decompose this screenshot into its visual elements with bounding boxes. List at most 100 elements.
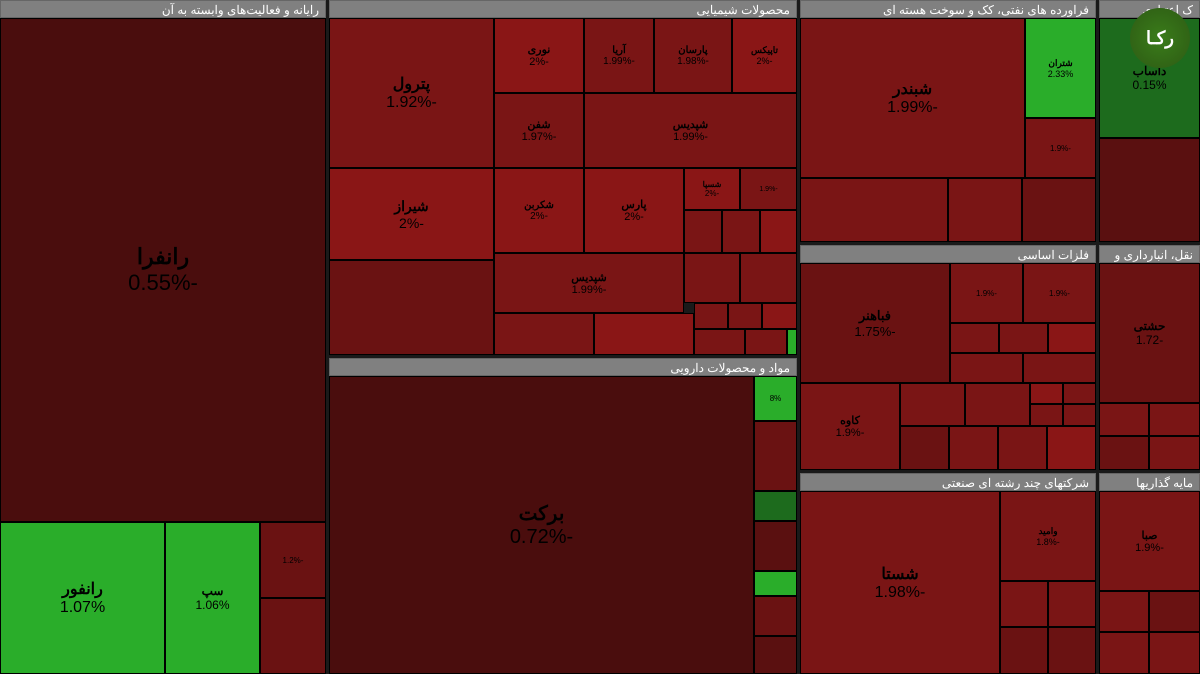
treemap-tile[interactable]	[1099, 403, 1149, 436]
treemap-tile[interactable]: -1.9%	[740, 168, 797, 210]
treemap-tile[interactable]: شفن-1.97%	[494, 93, 584, 168]
treemap-tile[interactable]: پارس-2%	[584, 168, 684, 253]
treemap-tile[interactable]	[950, 353, 1023, 383]
treemap-tile[interactable]	[1063, 404, 1096, 426]
treemap-tile[interactable]	[684, 210, 722, 253]
treemap-tile[interactable]: کاوه-1.9%	[800, 383, 900, 470]
treemap-tile[interactable]	[1149, 632, 1200, 674]
treemap-tile[interactable]: حشتی-1.72	[1099, 263, 1200, 403]
treemap-tile[interactable]: -1.2%	[260, 522, 326, 598]
treemap-tile[interactable]: شپدیس-1.99%	[584, 93, 797, 168]
treemap-tile[interactable]: شبندر-1.99%	[800, 18, 1025, 178]
treemap-tile[interactable]: صبا-1.9%	[1099, 491, 1200, 591]
treemap-tile[interactable]	[329, 260, 494, 355]
treemap-tile[interactable]	[787, 329, 797, 355]
treemap-tile[interactable]	[494, 313, 594, 355]
treemap-tile[interactable]	[998, 426, 1047, 470]
tile-name: شفن	[527, 118, 550, 131]
treemap-tile[interactable]	[754, 421, 797, 491]
treemap-tile[interactable]	[754, 521, 797, 571]
tile-name: رانفرا	[137, 244, 189, 270]
treemap-tile[interactable]	[1099, 591, 1149, 632]
treemap-tile[interactable]	[754, 596, 797, 636]
treemap-tile[interactable]: شیراز-2%	[329, 168, 494, 260]
treemap-tile[interactable]: نوری-2%	[494, 18, 584, 93]
treemap-tile[interactable]	[999, 323, 1048, 353]
treemap-tile[interactable]: رانفرا-0.55%	[0, 18, 326, 522]
sector-header: رایانه و فعالیت‌های وابسته به آن	[0, 0, 326, 18]
treemap-tile[interactable]	[1000, 627, 1048, 674]
treemap-tile[interactable]	[594, 313, 694, 355]
treemap-tile[interactable]: پترول-1.92%	[329, 18, 494, 168]
sector-body: شستا-1.98%وامید-1.8%	[800, 491, 1096, 674]
treemap-tile[interactable]: -1.9%	[1025, 118, 1096, 178]
treemap-tile[interactable]	[1023, 353, 1096, 383]
treemap-tile[interactable]: شپدیس-1.99%	[494, 253, 684, 313]
sector-header: فلزات اساسی	[800, 245, 1096, 263]
treemap-tile[interactable]	[1048, 627, 1096, 674]
treemap-tile[interactable]	[965, 383, 1030, 426]
treemap-tile[interactable]: شتران2.33%	[1025, 18, 1096, 118]
treemap-tile[interactable]	[694, 303, 728, 329]
treemap-tile[interactable]: رانفور1.07%	[0, 522, 165, 674]
treemap-tile[interactable]: پارسان-1.98%	[654, 18, 732, 93]
treemap-tile[interactable]	[728, 303, 762, 329]
sector-header: مایه گذاریها	[1099, 473, 1200, 491]
treemap-tile[interactable]	[1047, 426, 1096, 470]
tile-percent: -1.75%	[854, 324, 895, 339]
tile-percent: -1.8%	[1036, 537, 1060, 547]
treemap-tile[interactable]	[950, 323, 999, 353]
tile-name: فباهنر	[859, 308, 891, 324]
treemap-tile[interactable]	[1030, 383, 1063, 404]
treemap-tile[interactable]	[762, 303, 797, 329]
treemap-tile[interactable]: آریا-1.99%	[584, 18, 654, 93]
treemap-tile[interactable]	[900, 383, 965, 426]
treemap-tile[interactable]	[754, 571, 797, 596]
tile-name: شتران	[1048, 58, 1072, 69]
sector-body: پترول-1.92%نوری-2%آریا-1.99%پارسان-1.98%…	[329, 18, 797, 355]
treemap-tile[interactable]	[1063, 383, 1096, 404]
treemap-tile[interactable]: سپ1.06%	[165, 522, 260, 674]
treemap-tile[interactable]	[760, 210, 797, 253]
treemap-tile[interactable]	[1022, 178, 1096, 242]
treemap-tile[interactable]	[1149, 436, 1200, 470]
treemap-tile[interactable]	[754, 491, 797, 521]
treemap-tile[interactable]	[694, 329, 745, 355]
tile-percent: -1.9%	[759, 186, 777, 193]
treemap-tile[interactable]: فباهنر-1.75%	[800, 263, 950, 383]
treemap-tile[interactable]: برکت-0.72%	[329, 376, 754, 674]
treemap-tile[interactable]: شسپا-2%	[684, 168, 740, 210]
treemap-tile[interactable]	[949, 426, 998, 470]
treemap-tile[interactable]	[1030, 404, 1063, 426]
treemap-tile[interactable]: شکربن-2%	[494, 168, 584, 253]
treemap-tile[interactable]	[1149, 591, 1200, 632]
treemap-tile[interactable]	[1000, 581, 1048, 627]
sector: محصولات شیمیاییپترول-1.92%نوری-2%آریا-1.…	[329, 0, 797, 355]
treemap-tile[interactable]	[745, 329, 787, 355]
treemap-tile[interactable]	[948, 178, 1022, 242]
tile-percent: -1.9%	[1135, 542, 1164, 554]
tile-percent: -1.98%	[875, 584, 926, 602]
treemap-tile[interactable]	[1048, 581, 1096, 627]
tile-percent: -1.97%	[522, 131, 557, 143]
treemap-tile[interactable]	[740, 253, 797, 303]
treemap-tile[interactable]: تاپیکس-2%	[732, 18, 797, 93]
treemap-tile[interactable]	[684, 253, 740, 303]
treemap-tile[interactable]	[722, 210, 760, 253]
treemap-tile[interactable]	[1099, 138, 1200, 242]
treemap-tile[interactable]: شستا-1.98%	[800, 491, 1000, 674]
treemap-tile[interactable]: 8%	[754, 376, 797, 421]
treemap-tile[interactable]	[1048, 323, 1096, 353]
sector-body: رانفرا-0.55%رانفور1.07%سپ1.06%-1.2%	[0, 18, 326, 674]
treemap-tile[interactable]	[754, 636, 797, 674]
treemap-tile[interactable]	[900, 426, 949, 470]
treemap-tile[interactable]: وامید-1.8%	[1000, 491, 1096, 581]
treemap-tile[interactable]	[1099, 632, 1149, 674]
treemap-tile[interactable]	[1099, 436, 1149, 470]
tile-percent: -1.99%	[572, 284, 607, 296]
treemap-tile[interactable]	[260, 598, 326, 674]
treemap-tile[interactable]: -1.9%	[1023, 263, 1096, 323]
treemap-tile[interactable]	[800, 178, 948, 242]
treemap-tile[interactable]: -1.9%	[950, 263, 1023, 323]
treemap-tile[interactable]	[1149, 403, 1200, 436]
